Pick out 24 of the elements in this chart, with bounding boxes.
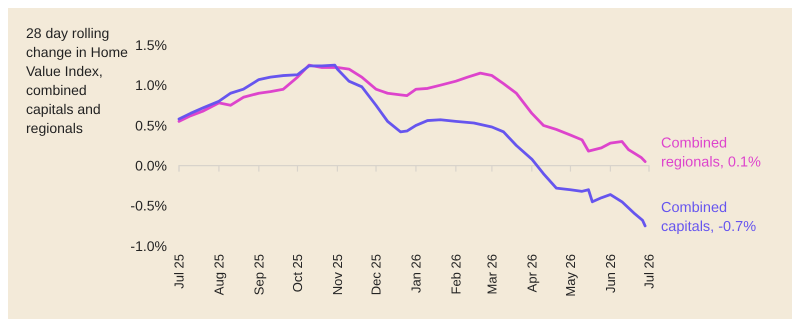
x-tick-label: Jul 26 [642, 254, 657, 289]
x-tick-label: Jan 26 [408, 254, 424, 294]
line-series [178, 64, 647, 228]
line-series [178, 64, 647, 163]
y-tick-label: 0.0% [135, 158, 167, 174]
x-tick-label: Oct 25 [290, 254, 306, 292]
x-tick-label: Mar 26 [484, 254, 500, 294]
x-tick-label: Jul 25 [172, 254, 187, 289]
x-tick-label: Aug 25 [211, 254, 226, 296]
x-tick-label: Feb 26 [448, 254, 464, 294]
x-tick-label: Dec 25 [368, 254, 384, 296]
y-tick-label: -1.0% [130, 238, 167, 254]
x-tick-label: May 26 [563, 254, 578, 297]
y-tick-label: 1.0% [135, 77, 167, 94]
x-tick-label: Jun 26 [602, 254, 618, 294]
x-tick-label: Sep 25 [251, 254, 266, 296]
y-axis-title: 28 day rolling change in Home Value Index, combined capitals and regionals [26, 25, 128, 136]
series-label: Combined capitals, -0.7% [661, 200, 756, 235]
y-tick-label: -0.5% [130, 198, 167, 214]
x-tick-label: Apr 26 [524, 254, 540, 292]
x-tick-label: Nov 25 [330, 254, 345, 296]
y-tick-label: 1.5% [135, 36, 167, 53]
y-tick-label: 0.5% [135, 117, 167, 134]
series-label: Combined regionals, 0.1% [661, 136, 762, 171]
